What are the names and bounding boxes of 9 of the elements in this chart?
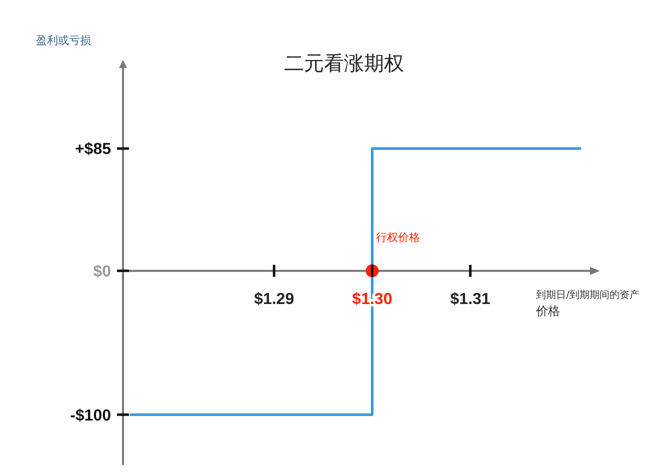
y-tick-label: -$100 — [70, 407, 112, 424]
chart-title: 二元看涨期权 — [284, 51, 404, 75]
x-tick-label: $1.29 — [254, 290, 294, 308]
annotation: 行权价格 — [376, 230, 420, 244]
x-tick-label: $1.31 — [450, 290, 490, 308]
y-tick-label: $0 — [93, 263, 112, 280]
x-axis-title: 到期日/到期期间的资产价格 — [535, 288, 640, 318]
y-tick-label: +$85 — [74, 141, 112, 158]
y-axis-title: 盈利或亏损 — [36, 34, 91, 47]
